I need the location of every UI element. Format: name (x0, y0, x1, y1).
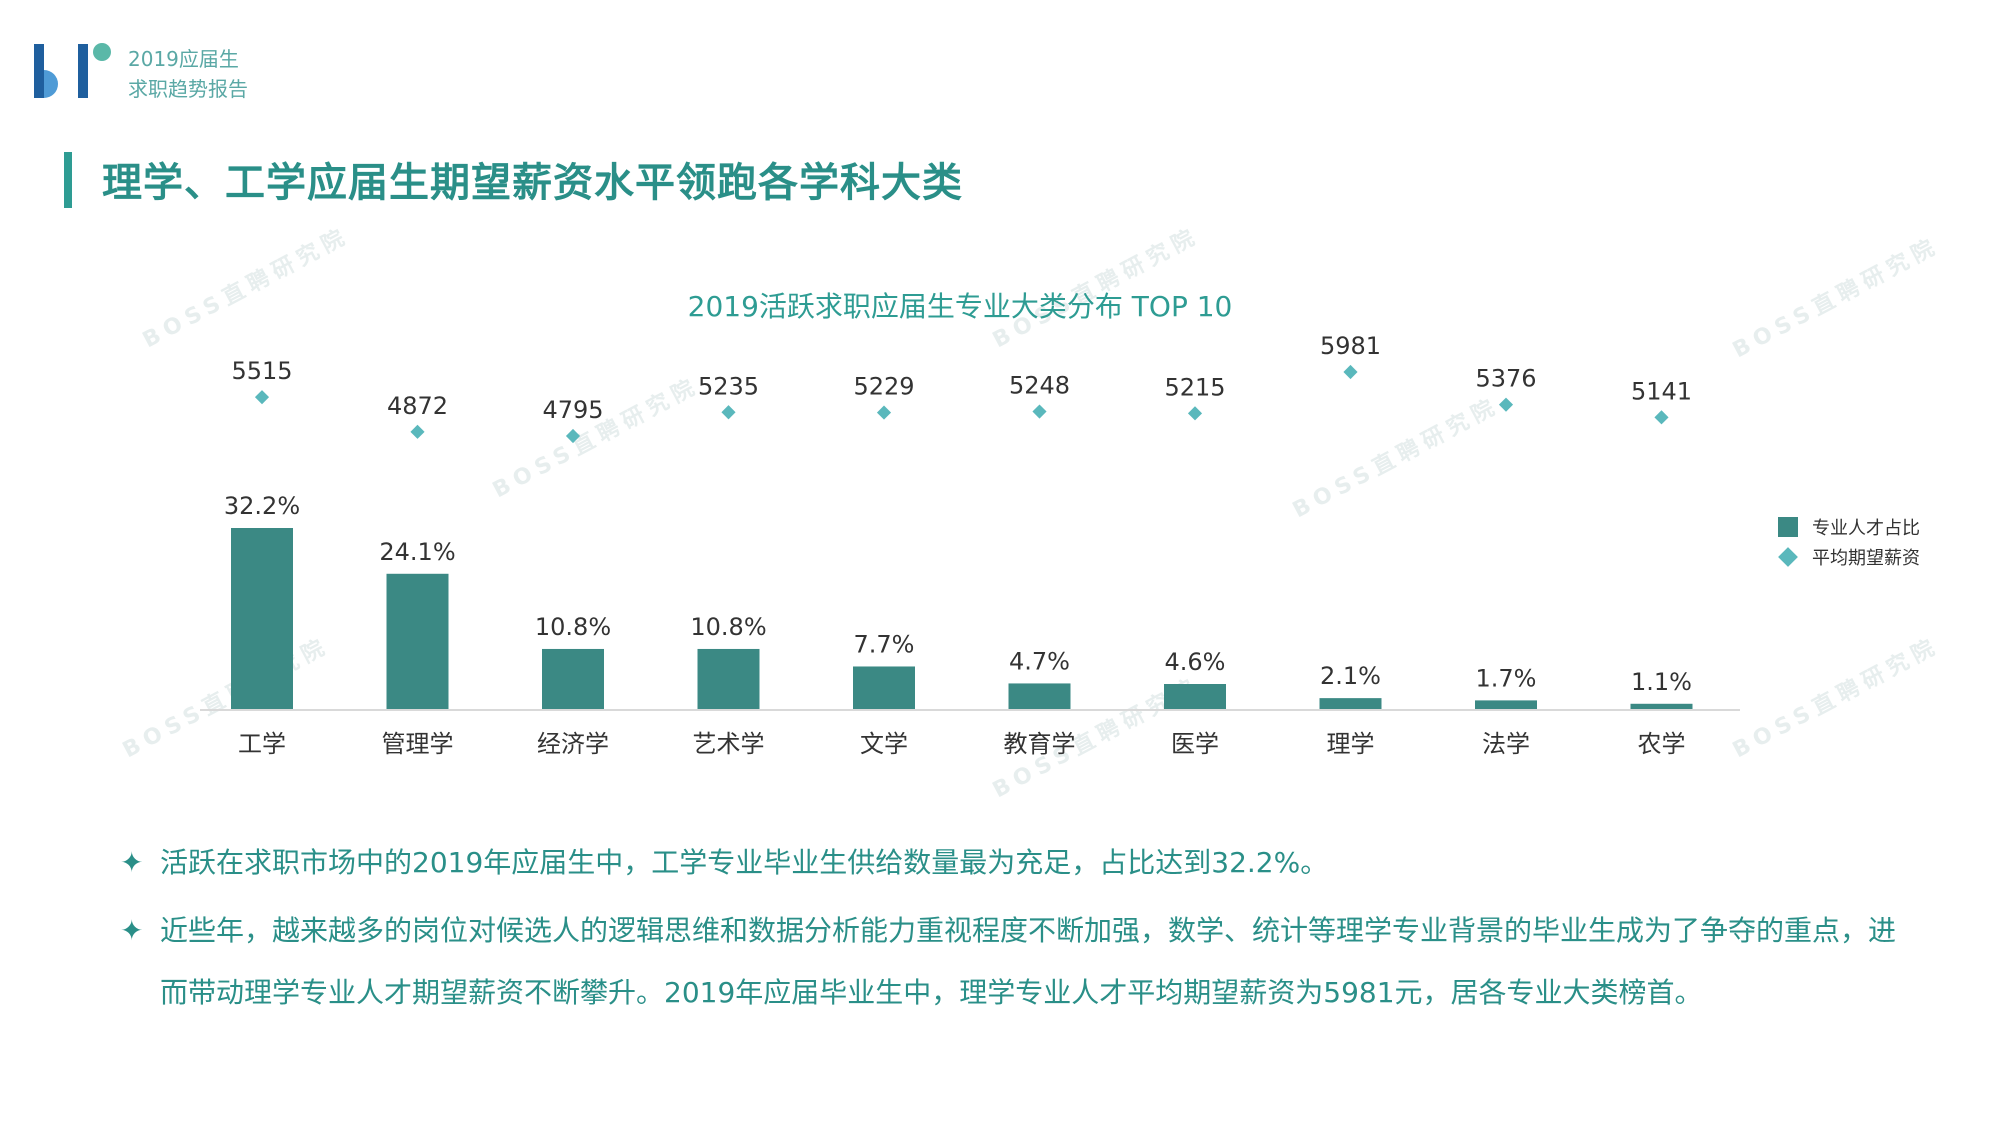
x-tick-label: 法学 (1482, 730, 1530, 758)
salary-value-label: 4795 (542, 396, 603, 424)
bar-value-label: 24.1% (379, 538, 455, 566)
bar-value-label: 1.7% (1476, 664, 1537, 692)
legend-label-bar: 专业人才占比 (1812, 518, 1920, 539)
salary-value-label: 5235 (698, 372, 759, 400)
bar-value-label: 2.1% (1320, 662, 1381, 690)
x-tick-label: 艺术学 (693, 730, 765, 758)
salary-point (721, 405, 736, 420)
bar (1630, 703, 1693, 710)
brand-text: 2019应届生 求职趋势报告 (128, 44, 248, 104)
salary-point (876, 405, 892, 420)
x-tick-label: 工学 (238, 730, 286, 758)
bar-value-label: 10.8% (535, 613, 611, 641)
salary-value-label: 5229 (853, 373, 914, 401)
x-tick-label: 教育学 (1004, 730, 1076, 758)
salary-point (1498, 397, 1514, 412)
bullet-text: 活跃在求职市场中的2019年应届生中，工学专业毕业生供给数量最为充足，占比达到3… (160, 846, 1329, 879)
salary-value-label: 5141 (1631, 377, 1692, 405)
salary-value-label: 5981 (1320, 332, 1381, 360)
salary-point (1032, 404, 1047, 419)
bar (1164, 684, 1226, 710)
salary-value-label: 5515 (231, 357, 292, 385)
four-point-star-icon: ✦ (120, 846, 144, 879)
bar (1008, 683, 1071, 710)
bar-value-label: 7.7% (854, 630, 915, 658)
bar (697, 648, 760, 710)
bar (1475, 700, 1537, 710)
x-tick-label: 文学 (860, 730, 908, 758)
legend-label-scatter: 平均期望薪资 (1812, 548, 1920, 569)
salary-value-label: 5215 (1164, 373, 1225, 401)
x-tick-label: 管理学 (382, 730, 454, 758)
salary-point (254, 390, 270, 405)
bar (386, 573, 449, 710)
x-tick-label: 经济学 (537, 730, 609, 758)
bullet-item: ✦ 近些年，越来越多的岗位对候选人的逻辑思维和数据分析能力重视程度不断加强，数学… (120, 900, 1920, 1024)
bar (231, 528, 293, 710)
salary-point (410, 424, 425, 439)
x-tick-label: 理学 (1327, 730, 1375, 758)
bar-value-label: 32.2% (224, 492, 300, 520)
x-tick-label: 医学 (1171, 730, 1219, 758)
page-title: 理学、工学应届生期望薪资水平领跑各学科大类 (102, 160, 963, 206)
bullet-item: ✦ 活跃在求职市场中的2019年应届生中，工学专业毕业生供给数量最为充足，占比达… (120, 836, 1920, 890)
salary-point (1654, 410, 1669, 425)
four-point-star-icon: ✦ (120, 914, 144, 947)
salary-value-label: 4872 (387, 392, 448, 420)
legend-item-bar: 专业人才占比 (1778, 512, 1920, 542)
salary-point (1343, 364, 1358, 380)
chart-legend: 专业人才占比 平均期望薪资 (1778, 512, 1920, 572)
x-tick-label: 农学 (1638, 730, 1686, 758)
chart-title: 2019活跃求职应届生专业大类分布 TOP 10 (688, 290, 1233, 323)
legend-item-scatter: 平均期望薪资 (1778, 542, 1920, 572)
title-accent-bar (64, 152, 72, 208)
bar (542, 648, 604, 710)
salary-point (1187, 406, 1203, 421)
bar (853, 666, 915, 710)
bullet-text: 近些年，越来越多的岗位对候选人的逻辑思维和数据分析能力重视程度不断加强，数学、统… (160, 914, 1897, 1009)
bar-value-label: 1.1% (1631, 668, 1692, 696)
brand-line-2: 求职趋势报告 (128, 77, 248, 101)
salary-value-label: 5376 (1475, 365, 1536, 393)
brand-line-1: 2019应届生 (128, 47, 239, 71)
insight-bullets: ✦ 活跃在求职市场中的2019年应届生中，工学专业毕业生供给数量最为充足，占比达… (120, 836, 1920, 1024)
bar (1319, 698, 1382, 710)
major-distribution-chart: 2019活跃求职应届生专业大类分布 TOP 10 32.2% 工学 5515 24.1… (200, 290, 1740, 758)
salary-value-label: 5248 (1009, 372, 1070, 400)
bar-value-label: 10.8% (690, 613, 766, 641)
legend-swatch-bar (1778, 517, 1798, 537)
salary-point (565, 428, 581, 444)
legend-diamond-icon (1778, 547, 1798, 567)
bar-value-label: 4.6% (1165, 648, 1226, 676)
brand-logo (34, 43, 111, 98)
bar-value-label: 4.7% (1009, 647, 1070, 675)
